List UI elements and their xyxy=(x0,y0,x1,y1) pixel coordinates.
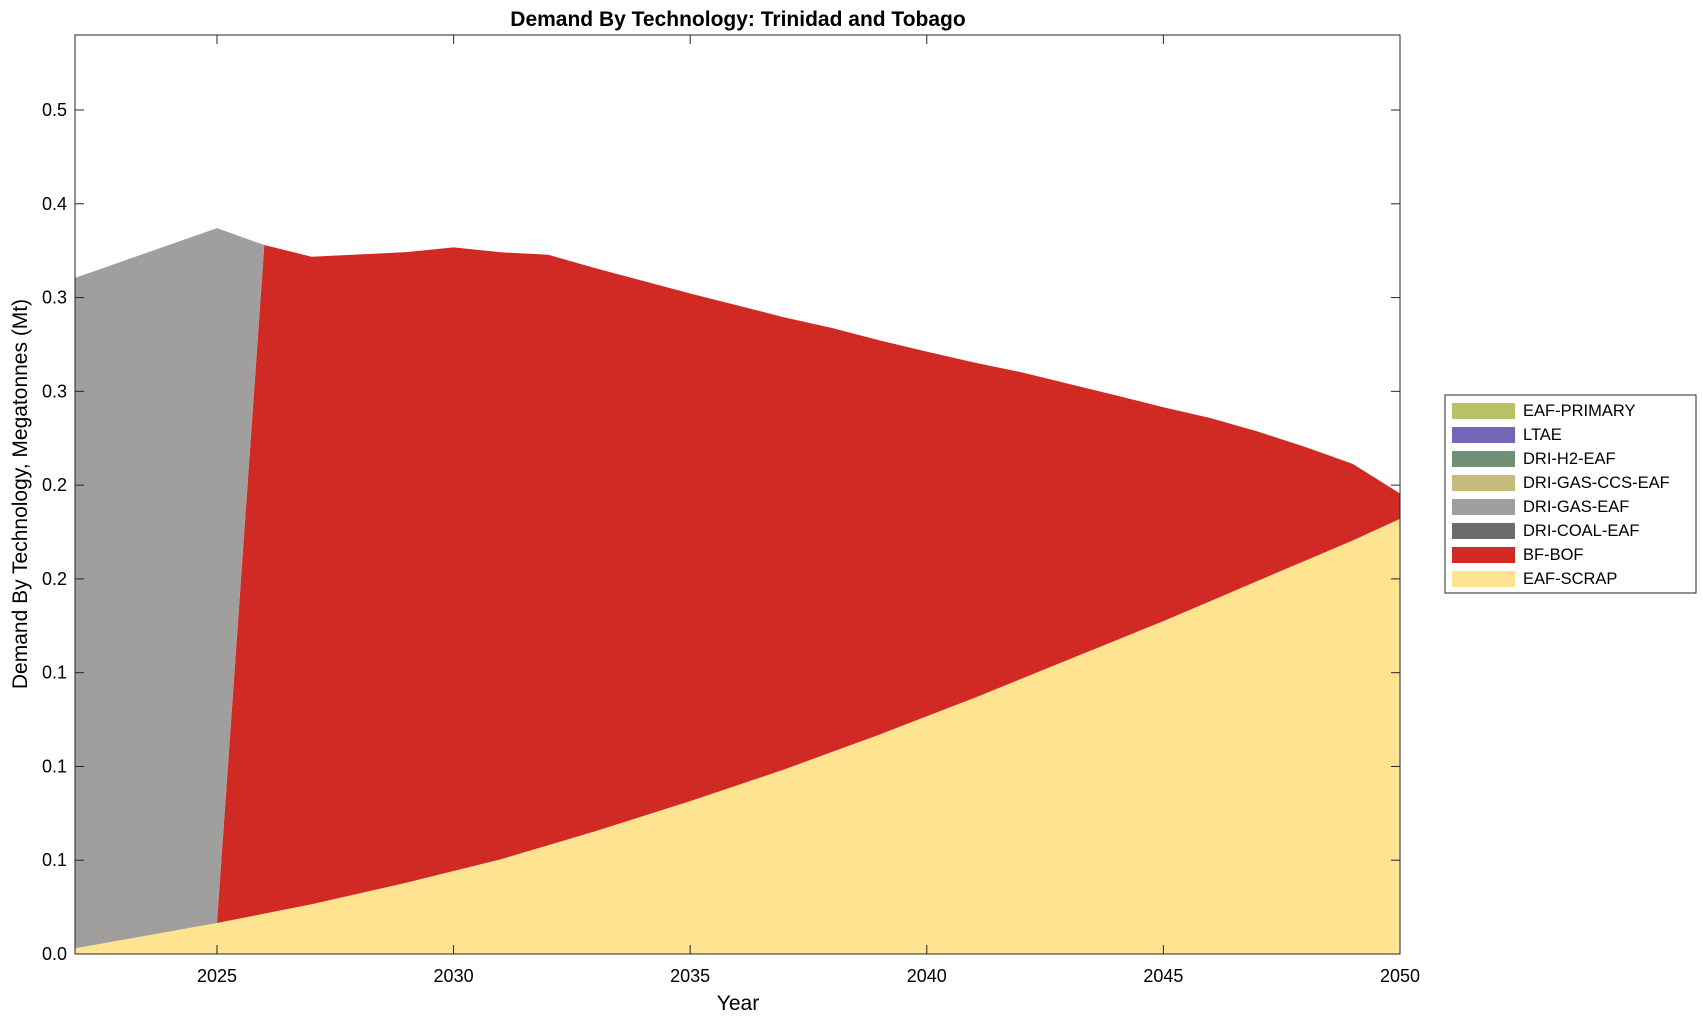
legend-label-eaf-primary: EAF-PRIMARY xyxy=(1523,402,1635,420)
legend-label-eaf-scrap: EAF-SCRAP xyxy=(1523,570,1617,588)
legend-swatch-eaf-primary xyxy=(1452,403,1515,419)
y-tick-label: 0.1 xyxy=(42,663,67,683)
axis-ticks: 2025 2030 2035 2040 2045 2050 0.0 0.1 0.1 0.1 0.2 0… xyxy=(42,35,1420,986)
legend-swatch-dri-gas-ccs-eaf xyxy=(1452,475,1515,491)
y-axis-label: Demand By Technology, Megatonnes (Mt) xyxy=(9,299,32,689)
y-tick-label: 0.0 xyxy=(42,944,67,964)
y-tick-label: 0.3 xyxy=(42,288,67,308)
y-tick-label: 0.2 xyxy=(42,475,67,495)
chart-title: Demand By Technology: Trinidad and Tobag… xyxy=(510,8,965,31)
plot-frame xyxy=(74,34,1401,955)
legend-label-bf-bof: BF-BOF xyxy=(1523,546,1584,564)
y-tick-label: 0.2 xyxy=(42,569,67,589)
x-tick-label: 2050 xyxy=(1380,966,1420,986)
x-tick-label: 2045 xyxy=(1143,966,1183,986)
y-tick-label: 0.1 xyxy=(42,850,67,870)
legend-swatch-eaf-scrap xyxy=(1452,571,1515,587)
legend-swatch-ltae xyxy=(1452,427,1515,443)
y-tick-label: 0.4 xyxy=(42,194,67,214)
plot-area xyxy=(75,228,1400,954)
x-axis-label: Year xyxy=(717,992,759,1015)
legend-label-dri-h2-eaf: DRI-H2-EAF xyxy=(1523,450,1616,468)
legend: EAF-PRIMARY LTAE DRI-H2-EAF DRI-GAS-CCS-EAF… xyxy=(1444,394,1697,594)
legend-label-dri-coal-eaf: DRI-COAL-EAF xyxy=(1523,522,1639,540)
legend-swatch-bf-bof xyxy=(1452,547,1515,563)
legend-label-dri-gas-ccs-eaf: DRI-GAS-CCS-EAF xyxy=(1523,474,1670,492)
y-tick-label: 0.5 xyxy=(42,100,67,120)
legend-swatch-dri-coal-eaf xyxy=(1452,523,1515,539)
area-eaf-scrap xyxy=(75,518,1400,954)
legend-swatch-dri-gas-eaf xyxy=(1452,499,1515,515)
x-tick-label: 2035 xyxy=(670,966,710,986)
y-tick-label: 0.3 xyxy=(42,381,67,401)
area-dri-gas-eaf xyxy=(75,228,1400,949)
x-tick-label: 2040 xyxy=(907,966,947,986)
legend-swatch-dri-h2-eaf xyxy=(1452,451,1515,467)
y-tick-label: 0.1 xyxy=(42,756,67,776)
legend-label-dri-gas-eaf: DRI-GAS-EAF xyxy=(1523,498,1629,516)
legend-label-ltae: LTAE xyxy=(1523,426,1562,444)
x-tick-label: 2025 xyxy=(197,966,237,986)
x-tick-label: 2030 xyxy=(434,966,474,986)
area-bf-bof xyxy=(75,245,1400,949)
